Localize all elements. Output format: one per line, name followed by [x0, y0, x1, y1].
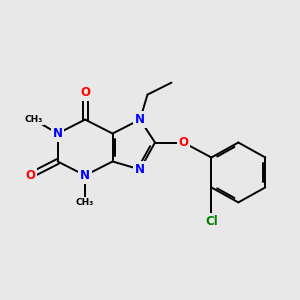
Text: Cl: Cl	[205, 215, 218, 228]
Text: O: O	[80, 86, 90, 99]
Text: N: N	[80, 169, 90, 182]
Text: N: N	[135, 113, 145, 126]
Text: CH₃: CH₃	[25, 115, 43, 124]
Text: N: N	[135, 163, 145, 176]
Text: CH₃: CH₃	[76, 198, 94, 207]
Text: O: O	[25, 169, 35, 182]
Text: N: N	[53, 127, 63, 140]
Text: O: O	[178, 136, 188, 149]
